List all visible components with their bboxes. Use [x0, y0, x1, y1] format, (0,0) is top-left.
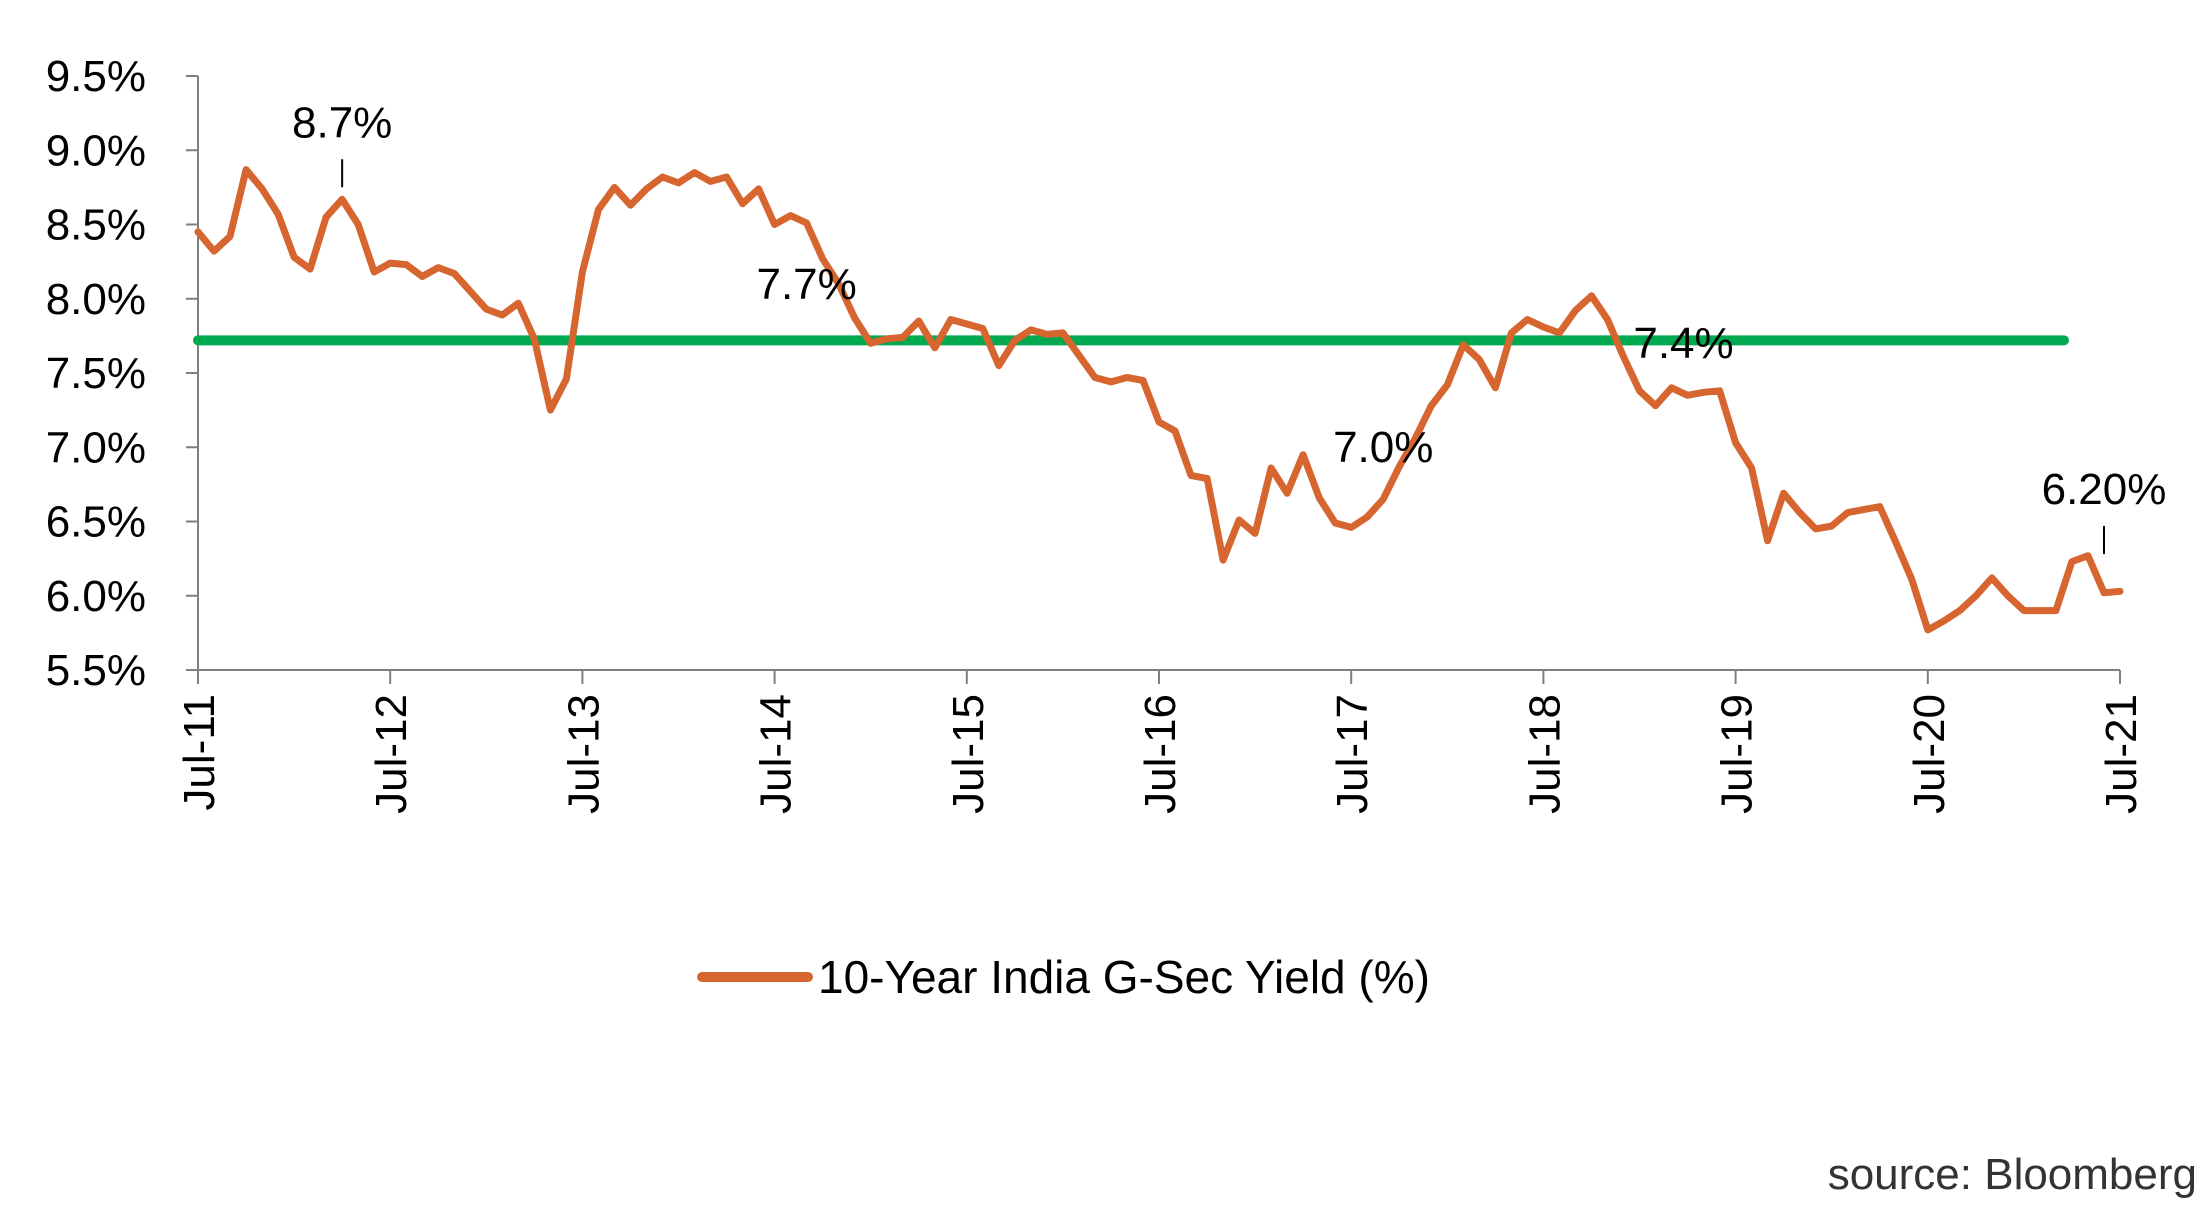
x-tick-label: Jul-14 — [752, 694, 801, 814]
y-tick-label: 5.5% — [46, 646, 146, 695]
x-axis: Jul-11 Jul-12 Jul-13 Jul-14 Jul-15 Jul-16 Jul-… — [175, 669, 2146, 814]
x-tick-label: Jul-17 — [1328, 694, 1377, 814]
series-line-yield — [194, 166, 2124, 634]
annotation-layer: 8.7% 7.7% 7.0% 7.4% 6.20% — [292, 98, 2167, 555]
x-tick-label: Jul-21 — [2097, 694, 2146, 814]
annotation-label: 7.4% — [1633, 319, 1733, 368]
annotation-label: 7.7% — [756, 260, 856, 309]
y-tick-label: 9.0% — [46, 126, 146, 175]
annotation-label: 8.7% — [292, 98, 392, 147]
y-axis: 9.5% 9.0% 8.5% 8.0% 7.5% 7.0% 6.5% 6.0% 5.5% — [46, 52, 199, 695]
annotation-label: 6.20% — [2042, 465, 2167, 514]
y-tick-label: 6.0% — [46, 572, 146, 621]
x-tick-label: Jul-20 — [1905, 694, 1954, 814]
x-tick-label: Jul-12 — [367, 694, 416, 814]
x-tick-label: Jul-11 — [175, 694, 224, 811]
x-tick-label: Jul-19 — [1713, 694, 1762, 814]
series-layer — [193, 166, 2124, 634]
x-tick-label: Jul-18 — [1520, 694, 1569, 814]
legend-label-series-1: 10-Year India G-Sec Yield (%) — [818, 951, 1430, 1003]
y-tick-label: 7.5% — [46, 349, 146, 398]
x-tick-label: Jul-15 — [944, 694, 993, 814]
y-tick-label: 7.0% — [46, 423, 146, 472]
y-tick-label: 9.5% — [46, 52, 146, 101]
x-tick-label: Jul-13 — [559, 694, 608, 814]
source-note: source: Bloomberg — [1827, 1150, 2197, 1199]
legend: 10-Year India G-Sec Yield (%) — [697, 951, 1430, 1003]
x-tick-label: Jul-16 — [1136, 694, 1185, 814]
annotation-label: 7.0% — [1333, 423, 1433, 472]
y-tick-label: 8.0% — [46, 275, 146, 324]
y-tick-label: 6.5% — [46, 498, 146, 547]
y-tick-label: 8.5% — [46, 201, 146, 250]
